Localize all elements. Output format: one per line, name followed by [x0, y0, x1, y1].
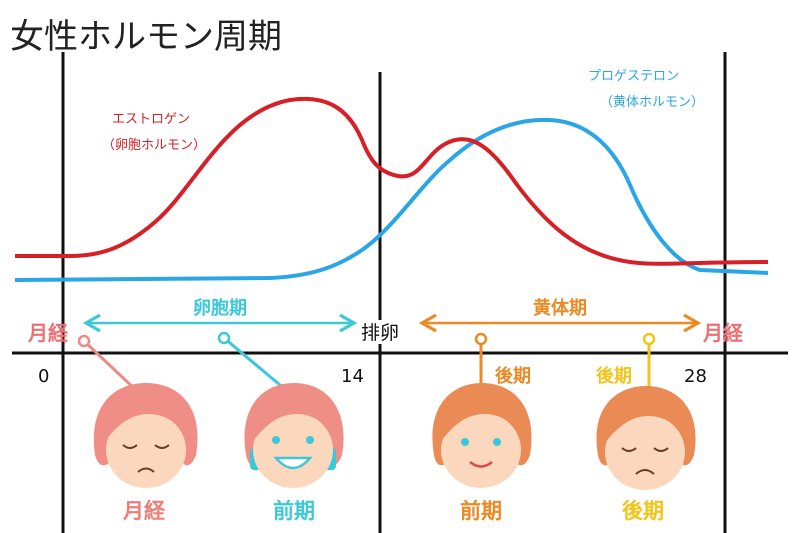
menstruation-connector-dot	[77, 334, 91, 348]
progesterone-curve	[14, 117, 769, 282]
estrogen-sublabel: （卵胞ホルモン）	[102, 138, 206, 153]
menstruation-left-label: 月経	[27, 321, 69, 345]
face-menstruation-skin	[106, 412, 186, 488]
estrogen-curve	[15, 96, 769, 266]
face-follicular-label: 前期	[273, 499, 315, 523]
luteal-late-connector-dot	[642, 332, 656, 346]
page-title: 女性ホルモン周期	[10, 17, 282, 57]
day-28-label: 28	[684, 366, 707, 387]
day-14-label: 14	[341, 366, 364, 387]
follicular-phase-label: 卵胞期	[193, 297, 247, 319]
follicular-connector	[223, 336, 287, 392]
face-luteal-early	[432, 383, 532, 488]
face-luteal-late-label: 後期	[622, 499, 664, 523]
progesterone-sublabel: （黄体ホルモン）	[600, 95, 704, 110]
menstruation-right-label: 月経	[702, 321, 744, 345]
face-follicular-early	[244, 383, 344, 488]
face-luteal-late	[596, 386, 696, 490]
luteal-early-tag: 後期	[495, 365, 531, 387]
day-14-bg	[339, 364, 369, 386]
ovulation-label-bg	[360, 320, 400, 344]
day-0-label: 0	[38, 366, 49, 387]
luteal-early-connector-dot	[474, 332, 488, 346]
face-luteal-early-label: 前期	[460, 499, 502, 523]
face-follicular-skin	[253, 412, 333, 488]
face-menstruation	[93, 383, 198, 488]
face-luteal-late-skin	[605, 414, 685, 490]
face-luteal-early-skin	[441, 412, 521, 488]
luteal-late-tag: 後期	[596, 365, 632, 387]
luteal-phase-label: 黄体期	[533, 297, 587, 319]
face-menstruation-bangs	[106, 396, 188, 440]
luteal-label-bg	[520, 296, 600, 318]
follicular-label-bg	[180, 296, 260, 318]
face-menstruation-label: 月経	[122, 499, 166, 523]
ovulation-label: 排卵	[361, 322, 399, 344]
luteal-late-tag-bg	[588, 362, 640, 388]
luteal-early-tag-bg	[488, 362, 538, 388]
follicular-connector-dot	[217, 331, 231, 345]
menstruation-connector	[82, 339, 140, 394]
progesterone-label: プロゲステロン	[588, 69, 679, 84]
estrogen-label: エストロゲン	[112, 112, 190, 127]
